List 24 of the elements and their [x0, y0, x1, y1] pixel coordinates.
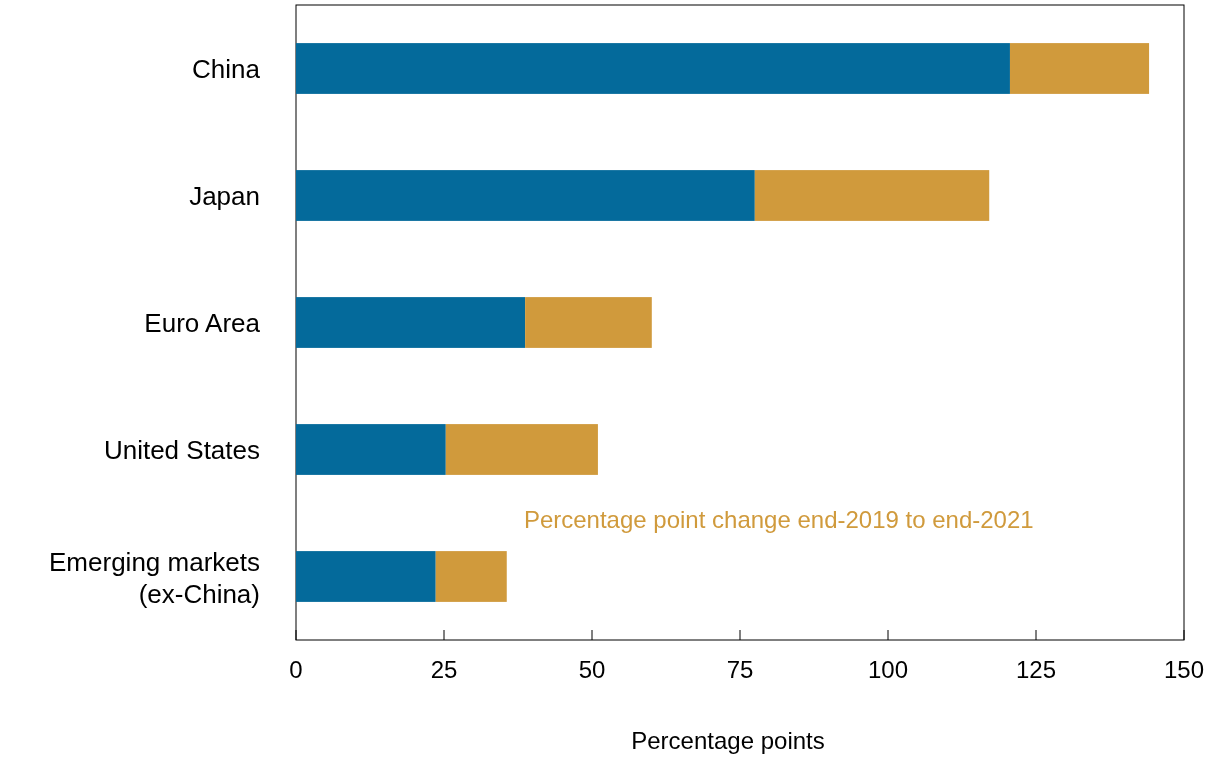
bar	[525, 297, 652, 348]
x-tick-label: 50	[578, 656, 606, 683]
y-tick-label: United States	[103, 434, 260, 465]
series-label: Percentage point change end-2019 to end-2021	[523, 506, 1034, 533]
y-tick-label: Japan	[189, 180, 260, 211]
bar	[296, 297, 526, 348]
x-tick-label: 100	[867, 656, 909, 683]
bar	[435, 551, 507, 602]
bar	[296, 43, 1010, 94]
bar	[296, 551, 436, 602]
bar	[445, 424, 598, 475]
y-tick-label: Euro Area	[144, 307, 261, 338]
x-tick-label: 25	[430, 656, 458, 683]
x-tick-label: 75	[726, 656, 754, 683]
y-tick-label: Emerging markets (ex-China)	[49, 546, 260, 609]
bar	[296, 424, 446, 475]
x-tick-label: 0	[289, 656, 303, 683]
y-tick-label: China	[192, 53, 261, 84]
x-tick-label: 125	[1015, 656, 1057, 683]
x-tick-label: 150	[1163, 656, 1205, 683]
bar	[296, 170, 755, 221]
bar	[754, 170, 990, 221]
x-axis-title: Percentage points	[631, 727, 825, 754]
bar	[1009, 43, 1150, 94]
